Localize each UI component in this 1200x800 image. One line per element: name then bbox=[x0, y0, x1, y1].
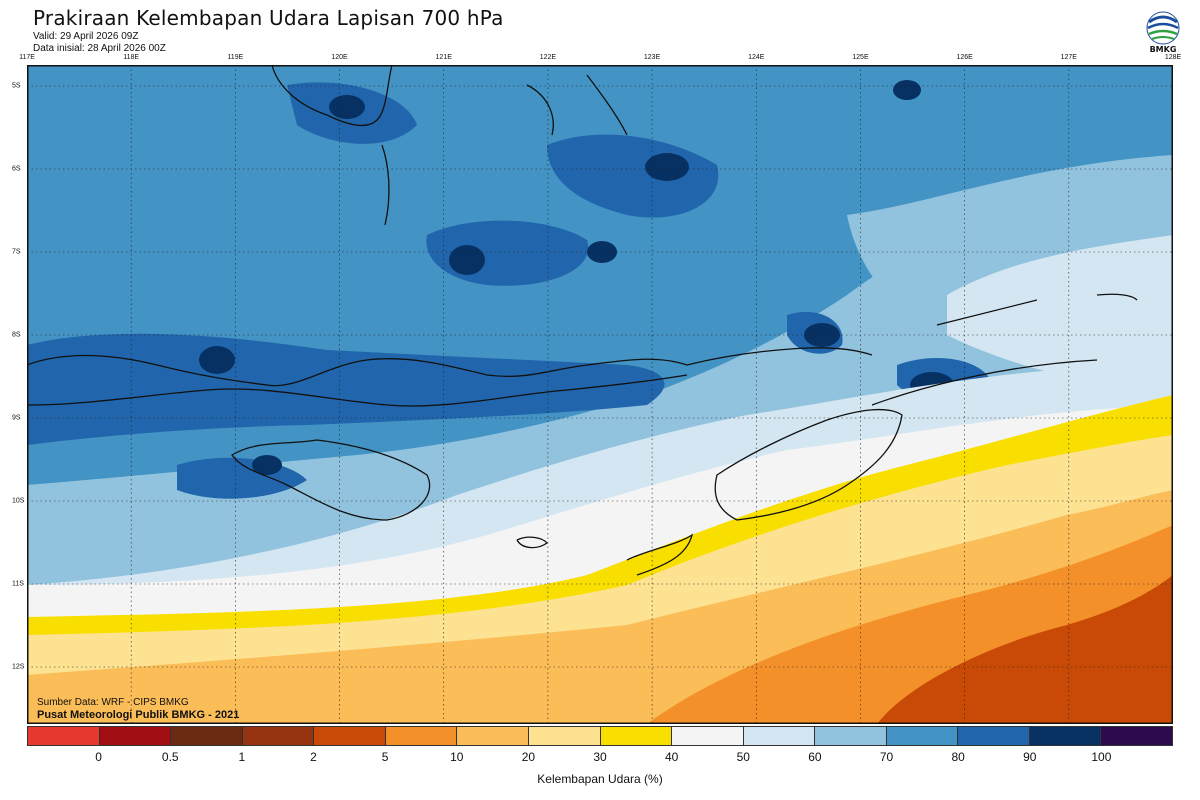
coastlines bbox=[27, 65, 1138, 576]
colorbar-swatch bbox=[672, 727, 744, 745]
colorbar-swatch bbox=[600, 727, 673, 745]
coast-wetar bbox=[936, 293, 1138, 326]
colorbar-swatch bbox=[314, 727, 386, 745]
lat-label: 7S bbox=[12, 248, 21, 256]
center-credit: Pusat Meteorologi Publik BMKG - 2021 bbox=[37, 709, 240, 721]
core-2 bbox=[449, 245, 485, 275]
colorbar-swatch bbox=[1029, 727, 1102, 745]
core-10 bbox=[199, 346, 235, 374]
coast-selayar bbox=[381, 144, 390, 226]
core-5 bbox=[804, 323, 840, 347]
lat-label: 9S bbox=[12, 414, 21, 422]
lon-label: 121E bbox=[435, 54, 452, 61]
colorbar-swatch bbox=[815, 727, 887, 745]
lon-label: 126E bbox=[956, 54, 973, 61]
coast-flores-islands bbox=[27, 347, 873, 387]
coast-timor bbox=[714, 408, 903, 521]
lat-label: 5S bbox=[12, 82, 21, 90]
field-90-blob-flores bbox=[27, 333, 665, 445]
lon-label: 123E bbox=[643, 54, 661, 61]
core-1 bbox=[645, 153, 689, 181]
source-credit: Sumber Data: WRF - CIPS BMKG bbox=[37, 697, 189, 708]
bmkg-logo-icon bbox=[1146, 11, 1180, 45]
colorbar-swatch bbox=[886, 727, 959, 745]
colorbar-tick: 80 bbox=[951, 750, 965, 764]
coast-sulawesi-s bbox=[271, 65, 393, 127]
lon-label: 124E bbox=[748, 54, 765, 61]
core-9 bbox=[893, 80, 921, 100]
lon-label: 125E bbox=[852, 54, 869, 61]
colorbar-tick: 10 bbox=[450, 750, 464, 764]
coast-savu bbox=[516, 536, 548, 549]
core-3 bbox=[587, 241, 617, 263]
chart-title: Prakiraan Kelembapan Udara Lapisan 700 h… bbox=[33, 6, 504, 30]
lat-label: 11S bbox=[12, 580, 24, 588]
colorbar-tick: 90 bbox=[1023, 750, 1037, 764]
colorbar-title: Kelembapan Udara (%) bbox=[537, 772, 663, 786]
field-60-east bbox=[947, 235, 1173, 395]
colorbar-tick: 20 bbox=[521, 750, 536, 764]
colorbar-tick: 60 bbox=[808, 750, 822, 764]
colorbar-swatch bbox=[528, 727, 601, 745]
colorbar-swatch bbox=[99, 727, 172, 745]
colorbar-tick: 0.5 bbox=[161, 750, 179, 764]
colorbar-tick: 1 bbox=[238, 750, 246, 764]
lon-label: 127E bbox=[1060, 54, 1077, 61]
coast-buton bbox=[526, 74, 628, 136]
lon-label: 128E bbox=[1164, 54, 1182, 61]
colorbar-swatch bbox=[743, 727, 816, 745]
coast-aus-outline bbox=[871, 359, 1098, 406]
colorbar-tick: 0 bbox=[95, 750, 102, 764]
lon-label: 118E bbox=[123, 54, 140, 61]
init-time: Data inisial: 28 April 2026 00Z bbox=[33, 43, 166, 54]
logo-text: BMKG bbox=[1149, 45, 1177, 54]
lat-label: 10S bbox=[12, 497, 25, 505]
colorbar-tick: 70 bbox=[879, 750, 894, 764]
lat-label: 12S bbox=[12, 663, 25, 671]
colorbar-swatch bbox=[242, 727, 315, 745]
lon-label: 119E bbox=[227, 54, 244, 61]
colorbar-swatch bbox=[457, 727, 529, 745]
core-7 bbox=[252, 455, 282, 475]
colorbar-swatch bbox=[1101, 727, 1172, 745]
colorbar-tick: 30 bbox=[593, 750, 607, 764]
lat-label: 6S bbox=[12, 165, 21, 173]
lat-label: 8S bbox=[12, 331, 21, 339]
colorbar-tick: 40 bbox=[664, 750, 679, 764]
coast-rote bbox=[626, 533, 694, 576]
colorbar-tick: 5 bbox=[381, 750, 389, 764]
field-5-south bbox=[877, 575, 1173, 724]
coast-sumba bbox=[231, 439, 431, 521]
map-frame bbox=[27, 65, 1173, 724]
colorbar-swatch bbox=[28, 727, 100, 745]
colorbar-swatch bbox=[958, 727, 1030, 745]
core-4 bbox=[329, 95, 365, 119]
colorbar-swatch bbox=[171, 727, 243, 745]
coast-flores-south bbox=[27, 374, 688, 407]
colorbar-tick: 100 bbox=[1091, 750, 1112, 764]
lon-label: 122E bbox=[539, 54, 557, 61]
graticule bbox=[27, 65, 1173, 724]
lon-label: 120E bbox=[331, 54, 348, 61]
colorbar-tick: 2 bbox=[310, 750, 317, 764]
lon-label: 117E bbox=[19, 54, 35, 61]
colorbar bbox=[27, 726, 1173, 746]
colorbar-swatch bbox=[385, 727, 458, 745]
humidity-map bbox=[27, 65, 1173, 724]
valid-time: Valid: 29 April 2026 09Z bbox=[33, 31, 139, 42]
colorbar-tick: 50 bbox=[736, 750, 750, 764]
